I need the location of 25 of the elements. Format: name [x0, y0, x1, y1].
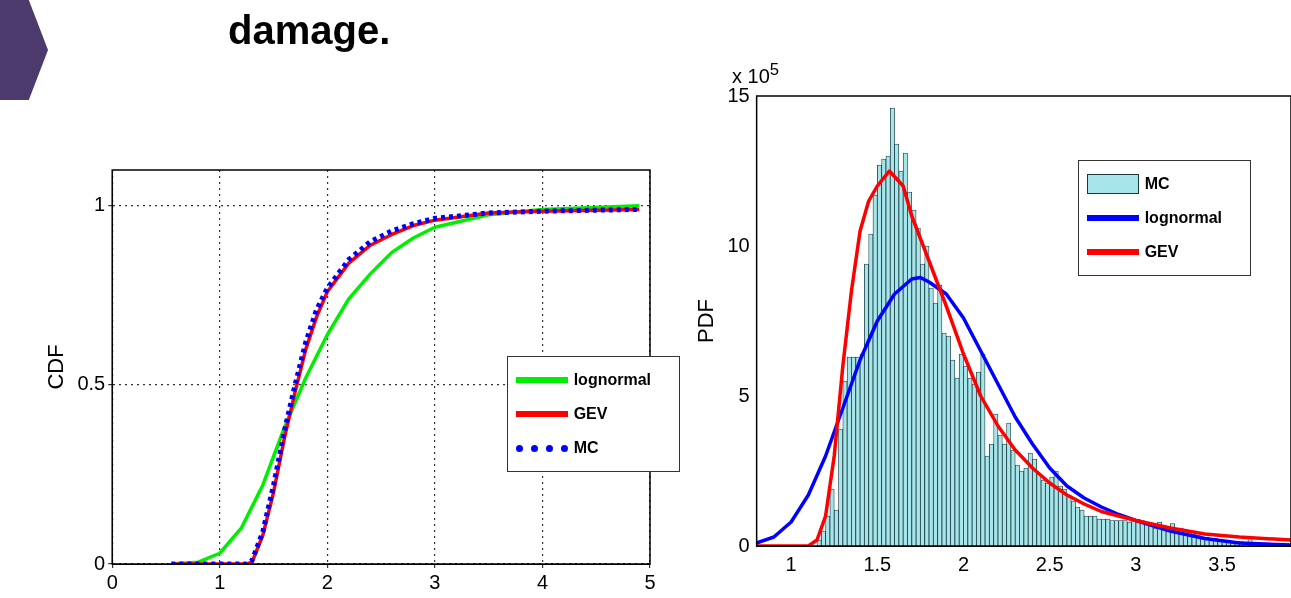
x-tick-label: 3: [1130, 552, 1142, 575]
legend-label: MC: [573, 439, 599, 458]
x-tick-label: 1: [214, 570, 226, 593]
legend-label: GEV: [1144, 243, 1179, 261]
x-tick-label: 3: [429, 570, 441, 593]
y-tick-label: 1: [94, 193, 106, 216]
x-tick-label: 3.5: [1208, 552, 1236, 575]
x-tick-label: 1.5: [863, 552, 892, 575]
y-axis-title: PDF: [693, 299, 719, 343]
x-tick-label: 4: [536, 570, 548, 593]
x-tick-label: 2: [957, 552, 970, 575]
legend-label: MC: [1144, 175, 1170, 193]
legend-label: lognormal: [1144, 209, 1222, 227]
y-tick-label: 0.5: [77, 372, 106, 395]
legend-label: lognormal: [573, 371, 651, 390]
legend-label: GEV: [573, 405, 608, 424]
x-tick-label: 2.5: [1035, 552, 1064, 575]
x-tick-label: 5: [644, 570, 656, 593]
x-tick-label: 2: [321, 570, 333, 593]
chart-title: damage.: [228, 8, 391, 53]
y-tick-label: 0: [738, 533, 750, 556]
y-tick-label: 5: [738, 383, 750, 406]
y-axis-title: CDF: [43, 344, 69, 390]
y-tick-label: 10: [727, 233, 750, 256]
x-tick-label: 1: [785, 552, 797, 575]
